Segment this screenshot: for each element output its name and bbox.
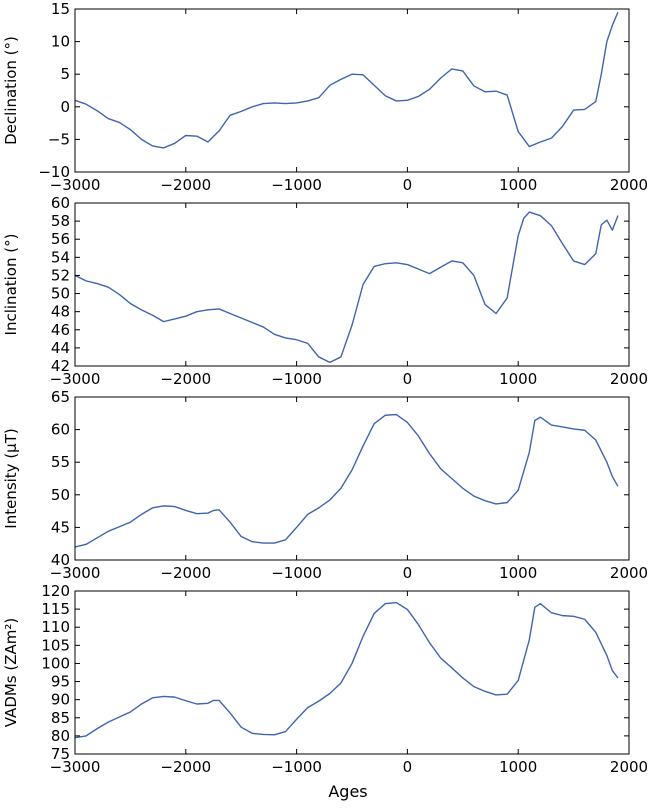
y-axis-label: VADMs (ZAm²)	[2, 618, 20, 728]
x-tick-label: 0	[403, 176, 413, 194]
y-tick-label: −10	[38, 163, 70, 181]
y-tick-label: 48	[51, 303, 70, 321]
y-tick-label: 75	[51, 745, 70, 763]
y-tick-label: 105	[41, 636, 70, 654]
y-tick-label: 44	[51, 339, 70, 357]
x-tick-label: 0	[403, 758, 413, 776]
y-tick-label: 50	[51, 285, 70, 303]
y-tick-label: 10	[51, 33, 70, 51]
data-line-2-1	[75, 211, 619, 364]
plot-frame	[74, 590, 630, 755]
y-tick-label: 115	[41, 600, 70, 618]
x-tick-label: 2000	[610, 370, 648, 388]
y-tick-label: 54	[51, 248, 70, 266]
y-tick-label: 65	[51, 388, 70, 406]
y-tick-label: 42	[51, 357, 70, 375]
y-axis-label: Declination (°)	[2, 36, 20, 145]
x-tick-label: −2000	[160, 176, 211, 194]
y-tick-label: 50	[51, 486, 70, 504]
y-tick-label: 120	[41, 582, 70, 600]
x-tick-label: −2000	[160, 564, 211, 582]
chart-panel-4: −3000 −2000 −1000 0 1000 2000 7580859095100105…	[2, 582, 648, 776]
y-tick-label: −5	[48, 130, 70, 148]
chart-panel-1: −3000 −2000 −1000 0 1000 2000 −10 −5 0 5 10 15 Decli…	[2, 0, 648, 194]
x-tick-label: 1000	[499, 758, 537, 776]
x-tick-label: −1000	[271, 176, 322, 194]
y-tick-label: 45	[51, 518, 70, 536]
y-tick-label: 15	[51, 0, 70, 18]
y-tick-label: 46	[51, 321, 70, 339]
y-axis-label: Intensity (μT)	[2, 428, 20, 528]
y-tick-label: 58	[51, 212, 70, 230]
chart-panel-2: −3000 −2000 −1000 0 1000 2000 4244464850525456…	[2, 194, 648, 388]
x-tick-label: 1000	[499, 564, 537, 582]
x-tick-label: 1000	[499, 176, 537, 194]
x-tick-label: −2000	[160, 370, 211, 388]
y-axis-label: Inclination (°)	[2, 234, 20, 336]
data-line-4-1	[75, 601, 619, 739]
x-tick-label: 2000	[610, 176, 648, 194]
data-line-1-1	[75, 11, 619, 149]
x-tick-label: 2000	[610, 758, 648, 776]
x-tick-label: 2000	[610, 564, 648, 582]
x-tick-label: −3000	[50, 564, 101, 582]
x-tick-label: −3000	[50, 176, 101, 194]
y-tick-label: 95	[51, 673, 70, 691]
x-tick-label: −2000	[160, 758, 211, 776]
y-tick-label: 5	[60, 65, 70, 83]
y-tick-label: 110	[41, 618, 70, 636]
y-tick-label: 60	[51, 194, 70, 212]
data-line-3-1	[75, 413, 619, 548]
x-tick-label: 1000	[499, 370, 537, 388]
y-tick-label: 100	[41, 654, 70, 672]
plot-frame	[74, 8, 630, 173]
plot-frame	[74, 202, 630, 367]
x-tick-label: 0	[403, 370, 413, 388]
y-tick-label: 80	[51, 727, 70, 745]
y-tick-label: 56	[51, 230, 70, 248]
y-tick-label: 60	[51, 421, 70, 439]
y-tick-label: 52	[51, 266, 70, 284]
y-tick-label: 90	[51, 691, 70, 709]
x-tick-label: −3000	[50, 370, 101, 388]
x-axis-label: Ages	[328, 782, 367, 801]
y-tick-label: 40	[51, 551, 70, 569]
x-tick-label: −1000	[271, 370, 322, 388]
chart-panel-3: −3000 −2000 −1000 0 1000 2000 40 45 50 55 60 65 Inte…	[2, 388, 648, 582]
plot-frame	[74, 396, 630, 561]
x-tick-label: −3000	[50, 758, 101, 776]
y-tick-label: 0	[60, 98, 70, 116]
y-tick-label: 55	[51, 453, 70, 471]
x-tick-label: −1000	[271, 758, 322, 776]
x-tick-label: 0	[403, 564, 413, 582]
y-tick-label: 85	[51, 709, 70, 727]
x-tick-label: −1000	[271, 564, 322, 582]
